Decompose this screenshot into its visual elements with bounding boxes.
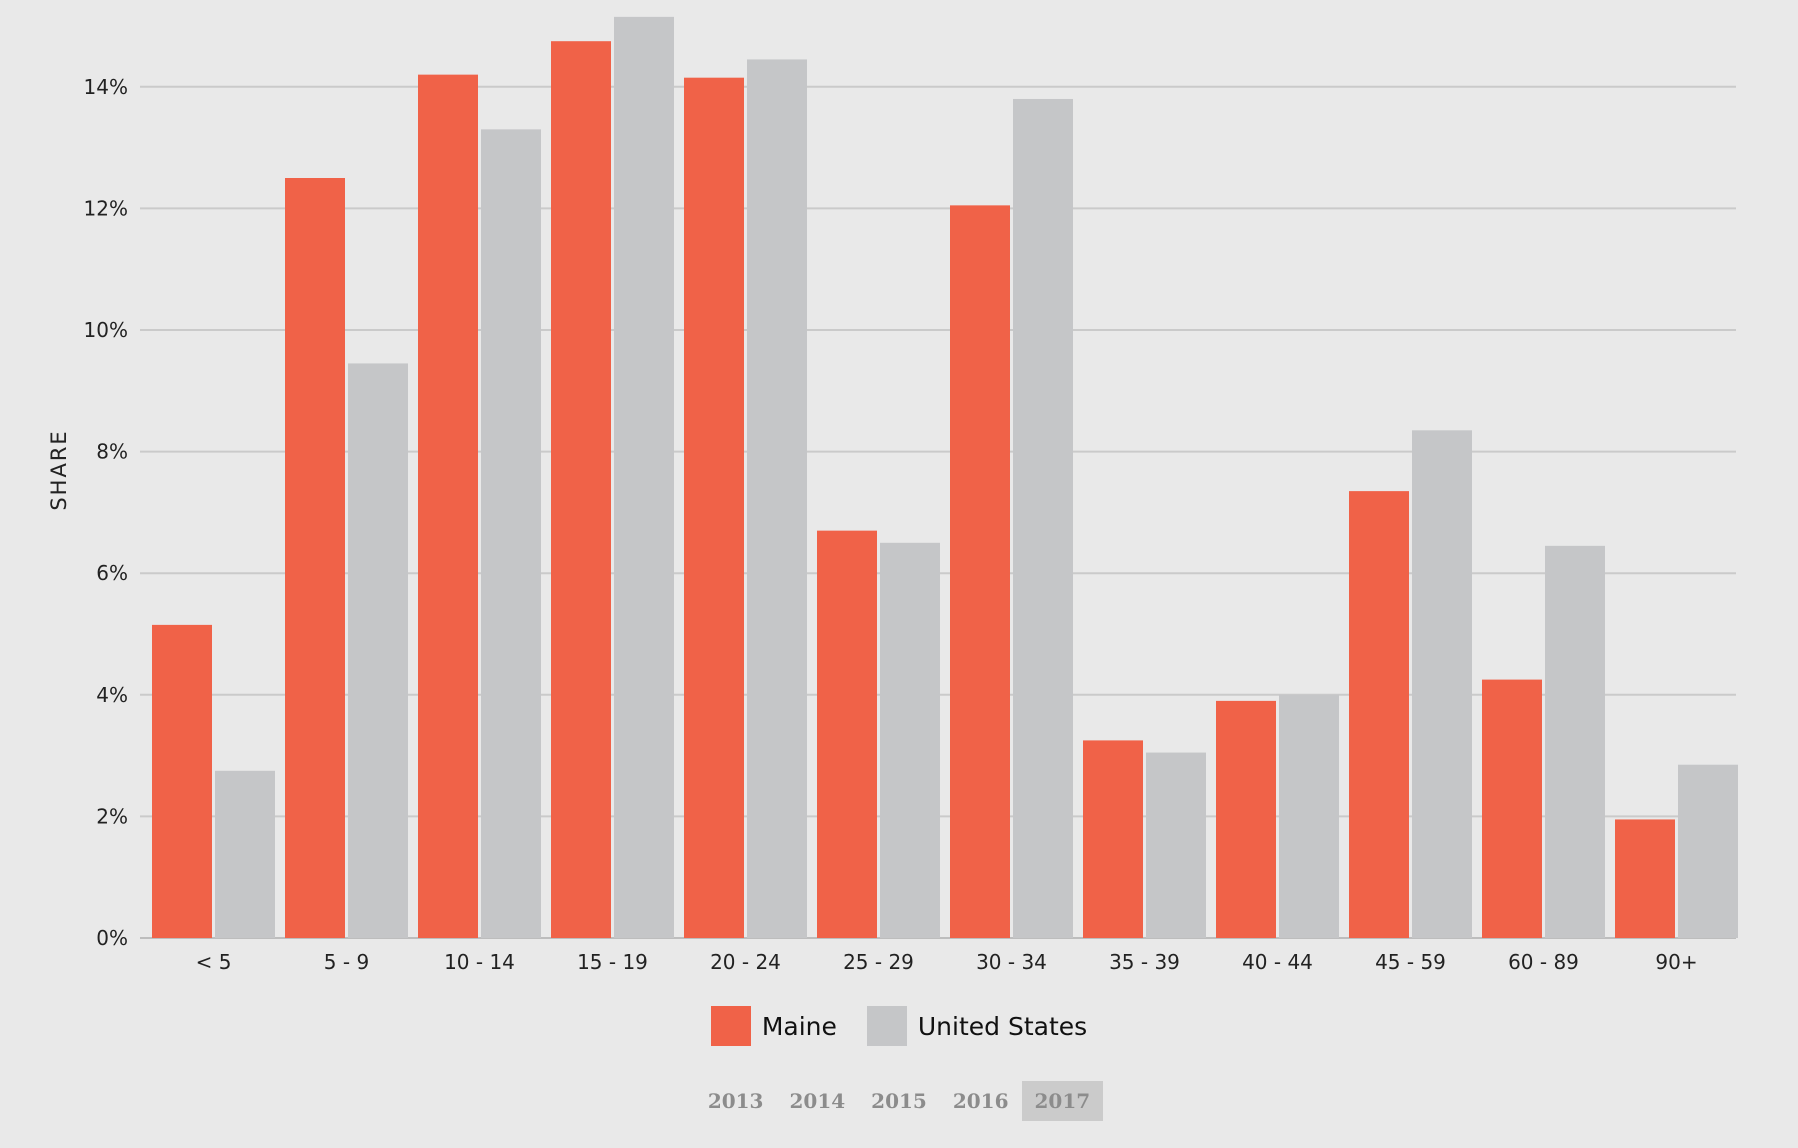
bar-united-states-6[interactable]	[1013, 98, 1073, 938]
y-tick-label: 8%	[96, 440, 128, 464]
legend: Maine United States	[0, 1006, 1798, 1046]
bar-united-states-11[interactable]	[1678, 764, 1738, 938]
legend-swatch-united-states	[866, 1006, 907, 1046]
bar-maine-0[interactable]	[152, 624, 212, 938]
legend-label-maine: Maine	[761, 1011, 837, 1041]
bar-maine-10[interactable]	[1482, 679, 1542, 938]
x-tick-label: 30 - 34	[976, 950, 1047, 974]
y-axis-label: SHARE	[47, 429, 71, 510]
x-tick-label: 10 - 14	[444, 950, 515, 974]
bar-maine-8[interactable]	[1216, 700, 1276, 938]
x-tick-label: 40 - 44	[1242, 950, 1313, 974]
x-tick-label: 20 - 24	[710, 950, 781, 974]
x-tick-label: 90+	[1655, 950, 1697, 974]
legend-label-united-states: United States	[917, 1011, 1088, 1041]
bar-maine-6[interactable]	[950, 205, 1010, 939]
y-tick-label: 2%	[96, 804, 128, 828]
bar-maine-3[interactable]	[551, 41, 611, 938]
x-tick-label: 35 - 39	[1109, 950, 1180, 974]
x-tick-label: 25 - 29	[843, 950, 914, 974]
y-axis-ticks: 0% 2% 4% 6% 8% 10% 12% 14%	[84, 75, 128, 950]
y-tick-label: 14%	[84, 75, 128, 99]
x-tick-label: 5 - 9	[324, 950, 369, 974]
y-tick-label: 10%	[84, 318, 128, 342]
bar-maine-7[interactable]	[1083, 740, 1143, 938]
bar-united-states-10[interactable]	[1545, 545, 1605, 938]
x-axis-ticks: < 5 5 - 9 10 - 14 15 - 19 20 - 24 25 - 29 30 -…	[196, 950, 1698, 974]
y-tick-label: 12%	[84, 196, 128, 220]
y-tick-label: 0%	[96, 926, 128, 950]
bar-united-states-0[interactable]	[215, 770, 275, 938]
x-tick-label: 60 - 89	[1508, 950, 1579, 974]
bar-chart: 0% 2% 4% 6% 8% 10% 12% 14% SHARE < 5 5 - 9 10 - 1…	[47, 16, 1738, 974]
x-tick-label: 15 - 19	[577, 950, 648, 974]
bar-maine-5[interactable]	[817, 530, 877, 938]
bar-united-states-4[interactable]	[747, 59, 807, 938]
bar-united-states-8[interactable]	[1279, 694, 1339, 938]
bar-maine-4[interactable]	[684, 77, 744, 939]
bar-united-states-7[interactable]	[1146, 752, 1206, 938]
year-selector: 2013 2014 2015 2016 2017	[0, 1081, 1798, 1121]
bar-united-states-2[interactable]	[481, 129, 541, 939]
bar-maine-2[interactable]	[418, 74, 478, 938]
bar-maine-9[interactable]	[1349, 491, 1409, 938]
bar-maine-1[interactable]	[285, 178, 345, 938]
x-tick-label: 45 - 59	[1375, 950, 1446, 974]
year-button-2016[interactable]: 2016	[952, 1089, 1009, 1113]
bar-united-states-1[interactable]	[348, 363, 408, 938]
legend-swatch-maine	[710, 1006, 751, 1046]
bar-united-states-5[interactable]	[880, 542, 940, 938]
legend-item-united-states[interactable]: United States	[866, 1006, 1088, 1046]
year-button-2013[interactable]: 2013	[707, 1089, 764, 1113]
x-tick-label: < 5	[196, 950, 232, 974]
year-button-2017[interactable]: 2017	[1021, 1081, 1104, 1121]
year-button-2015[interactable]: 2015	[871, 1089, 927, 1113]
legend-item-maine[interactable]: Maine	[710, 1006, 837, 1046]
y-tick-label: 4%	[96, 683, 128, 707]
year-button-2014[interactable]: 2014	[789, 1089, 846, 1113]
bars	[152, 16, 1738, 939]
y-tick-label: 6%	[96, 561, 128, 585]
bar-maine-11[interactable]	[1615, 819, 1675, 938]
bar-united-states-3[interactable]	[614, 16, 674, 938]
bar-united-states-9[interactable]	[1412, 430, 1472, 938]
